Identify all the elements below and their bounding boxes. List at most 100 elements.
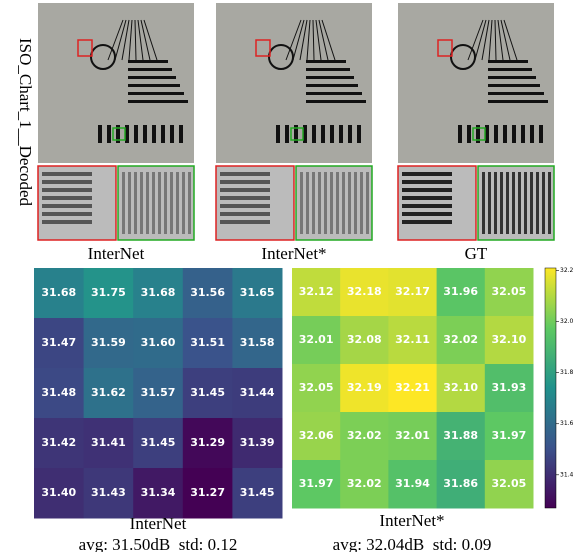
crop-stripe <box>182 172 185 234</box>
cell-label: 31.60 <box>141 336 176 349</box>
crop-stripe <box>122 172 125 234</box>
cell-label: 31.62 <box>91 386 126 399</box>
cell-label: 31.59 <box>91 336 126 349</box>
chart-line <box>488 60 528 63</box>
crop-stripe <box>42 196 92 200</box>
cell-label: 32.10 <box>492 333 527 346</box>
cell-label: 31.40 <box>41 486 76 499</box>
crop-stripe <box>170 172 173 234</box>
crop-stripe <box>158 172 161 234</box>
crop-stripe <box>488 172 491 234</box>
chart-bar <box>276 125 280 143</box>
colorbar-tick-label: 32.0 <box>560 318 574 325</box>
cell-label: 32.17 <box>395 285 430 298</box>
crop-stripe <box>146 172 149 234</box>
crop-stripe <box>42 188 92 192</box>
chart-bar <box>357 125 361 143</box>
chart-line <box>306 84 358 87</box>
chart-bar <box>512 125 516 143</box>
cell-label: 31.57 <box>141 386 176 399</box>
chart-bar <box>503 125 507 143</box>
cell-label: 32.05 <box>492 477 527 490</box>
chart-line <box>306 92 362 95</box>
cell-label: 31.56 <box>190 286 225 299</box>
crop-stripe <box>140 172 143 234</box>
crop-stripe <box>336 172 339 234</box>
chart-line <box>128 92 184 95</box>
chart-line <box>488 92 544 95</box>
crop-red <box>398 166 476 240</box>
crop-stripe <box>318 172 321 234</box>
crop-stripe <box>152 172 155 234</box>
chart-bar <box>348 125 352 143</box>
cell-label: 31.96 <box>443 285 478 298</box>
cell-label: 31.68 <box>41 286 76 299</box>
cell-label: 31.65 <box>240 286 275 299</box>
crop-stripe <box>402 212 452 216</box>
cell-label: 32.01 <box>299 333 334 346</box>
cell-label: 31.97 <box>492 429 527 442</box>
cell-label: 32.02 <box>443 333 478 346</box>
cell-label: 31.44 <box>240 386 275 399</box>
crop-stripe <box>402 204 452 208</box>
heatmap-subtitle: avg: 31.50dB std: 0.12 <box>79 535 238 552</box>
crop-stripe <box>402 188 452 192</box>
colorbar-tick-label: 31.8 <box>560 369 574 376</box>
chart-line <box>306 76 354 79</box>
colorbar-tick-label: 31.6 <box>560 420 574 427</box>
crop-stripe <box>402 220 452 224</box>
crop-stripe <box>494 172 497 234</box>
image-caption: InterNet* <box>261 244 326 263</box>
crop-stripe <box>188 172 191 234</box>
crop-stripe <box>512 172 515 234</box>
crop-stripe <box>42 220 92 224</box>
crop-stripe <box>220 188 270 192</box>
cell-label: 31.86 <box>443 477 478 490</box>
crop-red <box>38 166 116 240</box>
crop-stripe <box>128 172 131 234</box>
chart-line <box>128 60 168 63</box>
cell-label: 31.41 <box>91 436 126 449</box>
crop-stripe <box>500 172 503 234</box>
cell-label: 31.75 <box>91 286 126 299</box>
chart-line <box>488 68 532 71</box>
crop-stripe <box>300 172 303 234</box>
crop-stripe <box>506 172 509 234</box>
cell-label: 31.93 <box>492 381 527 394</box>
cell-label: 32.06 <box>299 429 334 442</box>
chart-bar <box>330 125 334 143</box>
crop-red <box>216 166 294 240</box>
chart-bar <box>285 125 289 143</box>
chart-bar <box>312 125 316 143</box>
cell-label: 32.05 <box>299 381 334 394</box>
chart-line <box>128 76 176 79</box>
chart-bar <box>98 125 102 143</box>
crop-stripe <box>220 220 270 224</box>
crop-stripe <box>342 172 345 234</box>
chart-bar <box>152 125 156 143</box>
heatmap-title: InterNet <box>130 514 187 533</box>
chart-line <box>488 84 540 87</box>
cell-label: 32.19 <box>347 381 382 394</box>
chart-line <box>128 68 172 71</box>
cell-label: 31.42 <box>41 436 76 449</box>
crop-stripe <box>220 172 270 176</box>
cell-label: 31.51 <box>190 336 225 349</box>
crop-stripe <box>312 172 315 234</box>
cell-label: 31.45 <box>190 386 225 399</box>
cell-label: 31.45 <box>141 436 176 449</box>
crop-stripe <box>360 172 363 234</box>
chart-bar <box>107 125 111 143</box>
cell-label: 32.11 <box>395 333 430 346</box>
cell-label: 32.08 <box>347 333 382 346</box>
crop-stripe <box>348 172 351 234</box>
cell-label: 31.97 <box>299 477 334 490</box>
image-caption: InterNet <box>88 244 145 263</box>
chart-line <box>306 68 350 71</box>
cell-label: 31.45 <box>240 486 275 499</box>
cell-label: 32.05 <box>492 285 527 298</box>
crop-stripe <box>542 172 545 234</box>
crop-stripe <box>524 172 527 234</box>
crop-stripe <box>134 172 137 234</box>
chart-bar <box>339 125 343 143</box>
